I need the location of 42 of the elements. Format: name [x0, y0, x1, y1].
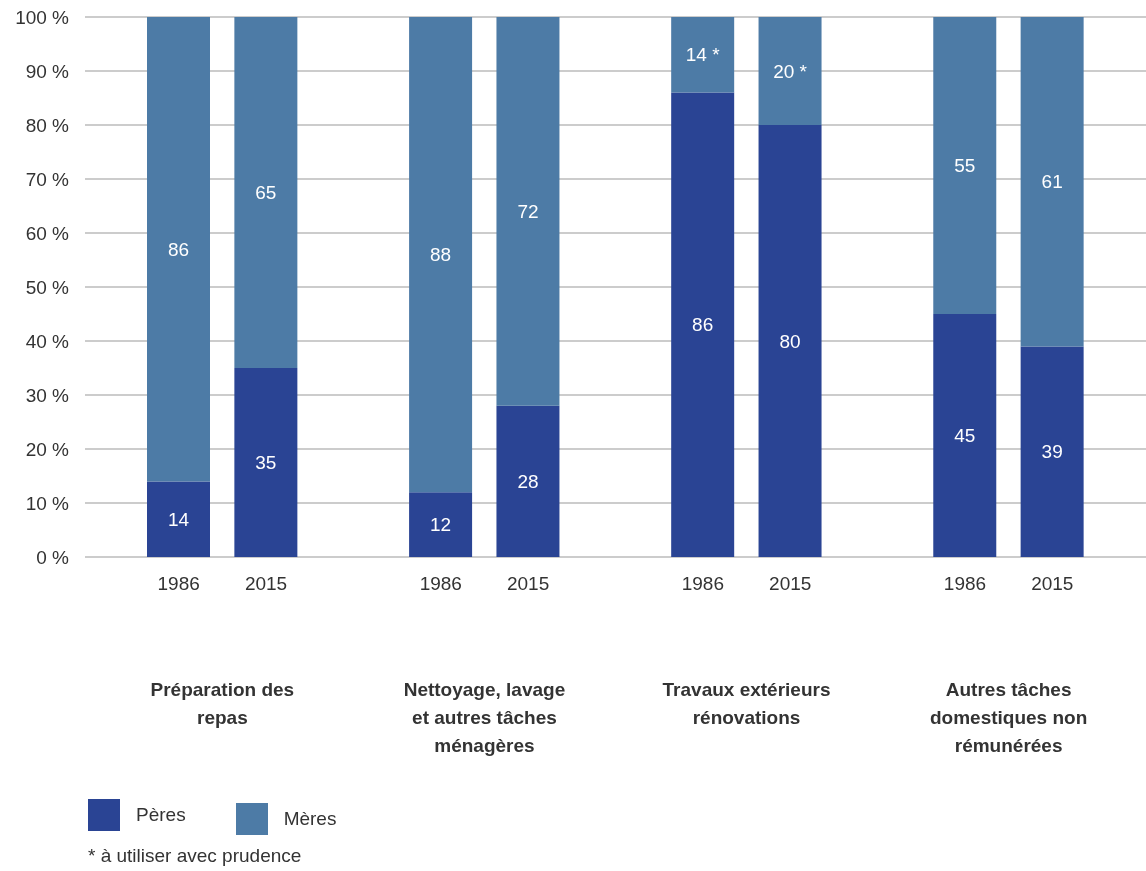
- y-tick-label: 50 %: [25, 276, 70, 298]
- x-tick-label: 2015: [1031, 573, 1074, 595]
- y-tick-label: 70 %: [25, 168, 70, 190]
- text: Préparation des repas: [149, 678, 296, 730]
- x-tick-label: 2015: [769, 573, 812, 595]
- data-label: 28: [517, 470, 539, 492]
- data-label: 12: [430, 514, 452, 536]
- x-tick-label: 1986: [681, 573, 724, 595]
- legend-label: Pères: [136, 804, 186, 826]
- data-label: 55: [954, 155, 976, 176]
- data-label: 39: [1041, 441, 1063, 463]
- x-tick-label: 1986: [419, 573, 462, 595]
- data-label: 45: [954, 425, 976, 446]
- data-label: 14 *: [685, 44, 721, 66]
- data-label: 80: [779, 330, 801, 352]
- text: Autres tâches domestiques non rémunérées: [928, 678, 1089, 758]
- y-tick-label: 10 %: [25, 492, 70, 514]
- y-tick-label: 20 %: [25, 438, 70, 460]
- x-tick-label: 1986: [943, 573, 987, 595]
- y-tick-label: 80 %: [25, 114, 70, 136]
- data-label: 86: [692, 314, 714, 336]
- text: Nettoyage, lavage et autres tâches ménagères: [402, 678, 567, 758]
- y-tick-label: 0 %: [36, 546, 70, 568]
- data-label: 88: [430, 244, 452, 266]
- y-tick-label: 30 %: [25, 384, 70, 406]
- legend-label: Mères: [283, 808, 337, 830]
- data-label: 65: [255, 182, 277, 203]
- data-label: 20 *: [773, 60, 808, 82]
- data-label: 61: [1041, 171, 1063, 193]
- text: * à utiliser avec prudence: [88, 845, 302, 867]
- y-tick-label: 60 %: [25, 222, 70, 244]
- x-tick-label: 1986: [157, 573, 200, 595]
- y-tick-label: 100 %: [15, 6, 70, 28]
- data-label: 72: [517, 200, 539, 222]
- y-tick-label: 90 %: [25, 60, 70, 82]
- text: Travaux extérieurs rénovations: [661, 678, 832, 730]
- x-tick-label: 2015: [244, 573, 288, 595]
- data-label: 35: [255, 452, 277, 473]
- x-tick-label: 2015: [507, 573, 550, 595]
- data-label: 86: [167, 238, 190, 260]
- y-tick-label: 40 %: [25, 330, 70, 352]
- data-label: 14: [167, 508, 190, 530]
